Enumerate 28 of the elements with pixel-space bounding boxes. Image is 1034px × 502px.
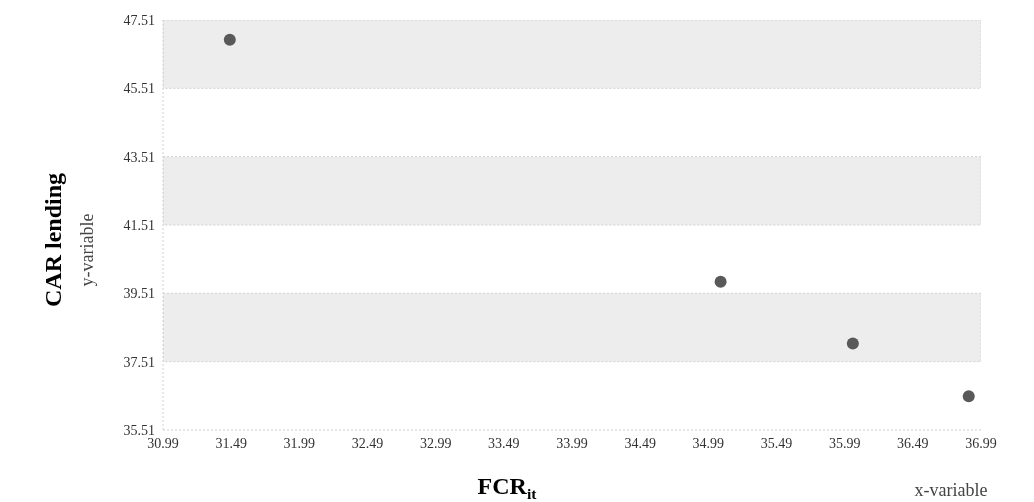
x-tick-label: 30.99 <box>147 435 179 451</box>
x-axis-title: FCR$_{it}$ <box>477 473 538 502</box>
x-tick-label: 31.49 <box>215 435 247 451</box>
text: y-variable <box>77 213 97 287</box>
x-tick-label: 35.99 <box>828 435 861 451</box>
y-tick-label: 41.51 <box>123 217 155 233</box>
x-tick-label: 35.49 <box>760 435 793 451</box>
x-tick-label: 33.49 <box>488 435 520 451</box>
x-tick-label: 36.99 <box>965 435 997 451</box>
point <box>846 337 859 350</box>
y-tick-label: 43.51 <box>123 149 155 165</box>
y-axis-title: CAR lending <box>40 172 66 308</box>
point <box>223 33 236 46</box>
y-tick-label: 35.51 <box>123 422 155 438</box>
x-tick-label: 36.49 <box>897 435 929 451</box>
y-tick-label: 47.51 <box>123 12 155 28</box>
point <box>714 275 727 288</box>
x-tick-label: 34.99 <box>692 435 725 451</box>
x-tick-label: 32.99 <box>419 435 452 451</box>
x-tick-label: 34.49 <box>624 435 656 451</box>
x-tick-label: 32.49 <box>351 435 384 451</box>
y-tick-label: 45.51 <box>123 81 155 97</box>
text: x-variable <box>914 480 988 500</box>
y-tick-label: 37.51 <box>123 354 155 370</box>
x-tick-label: 31.99 <box>283 435 316 451</box>
x-tick-label: 33.99 <box>556 435 588 451</box>
y-tick-label: 39.51 <box>123 286 155 302</box>
point <box>962 390 975 403</box>
